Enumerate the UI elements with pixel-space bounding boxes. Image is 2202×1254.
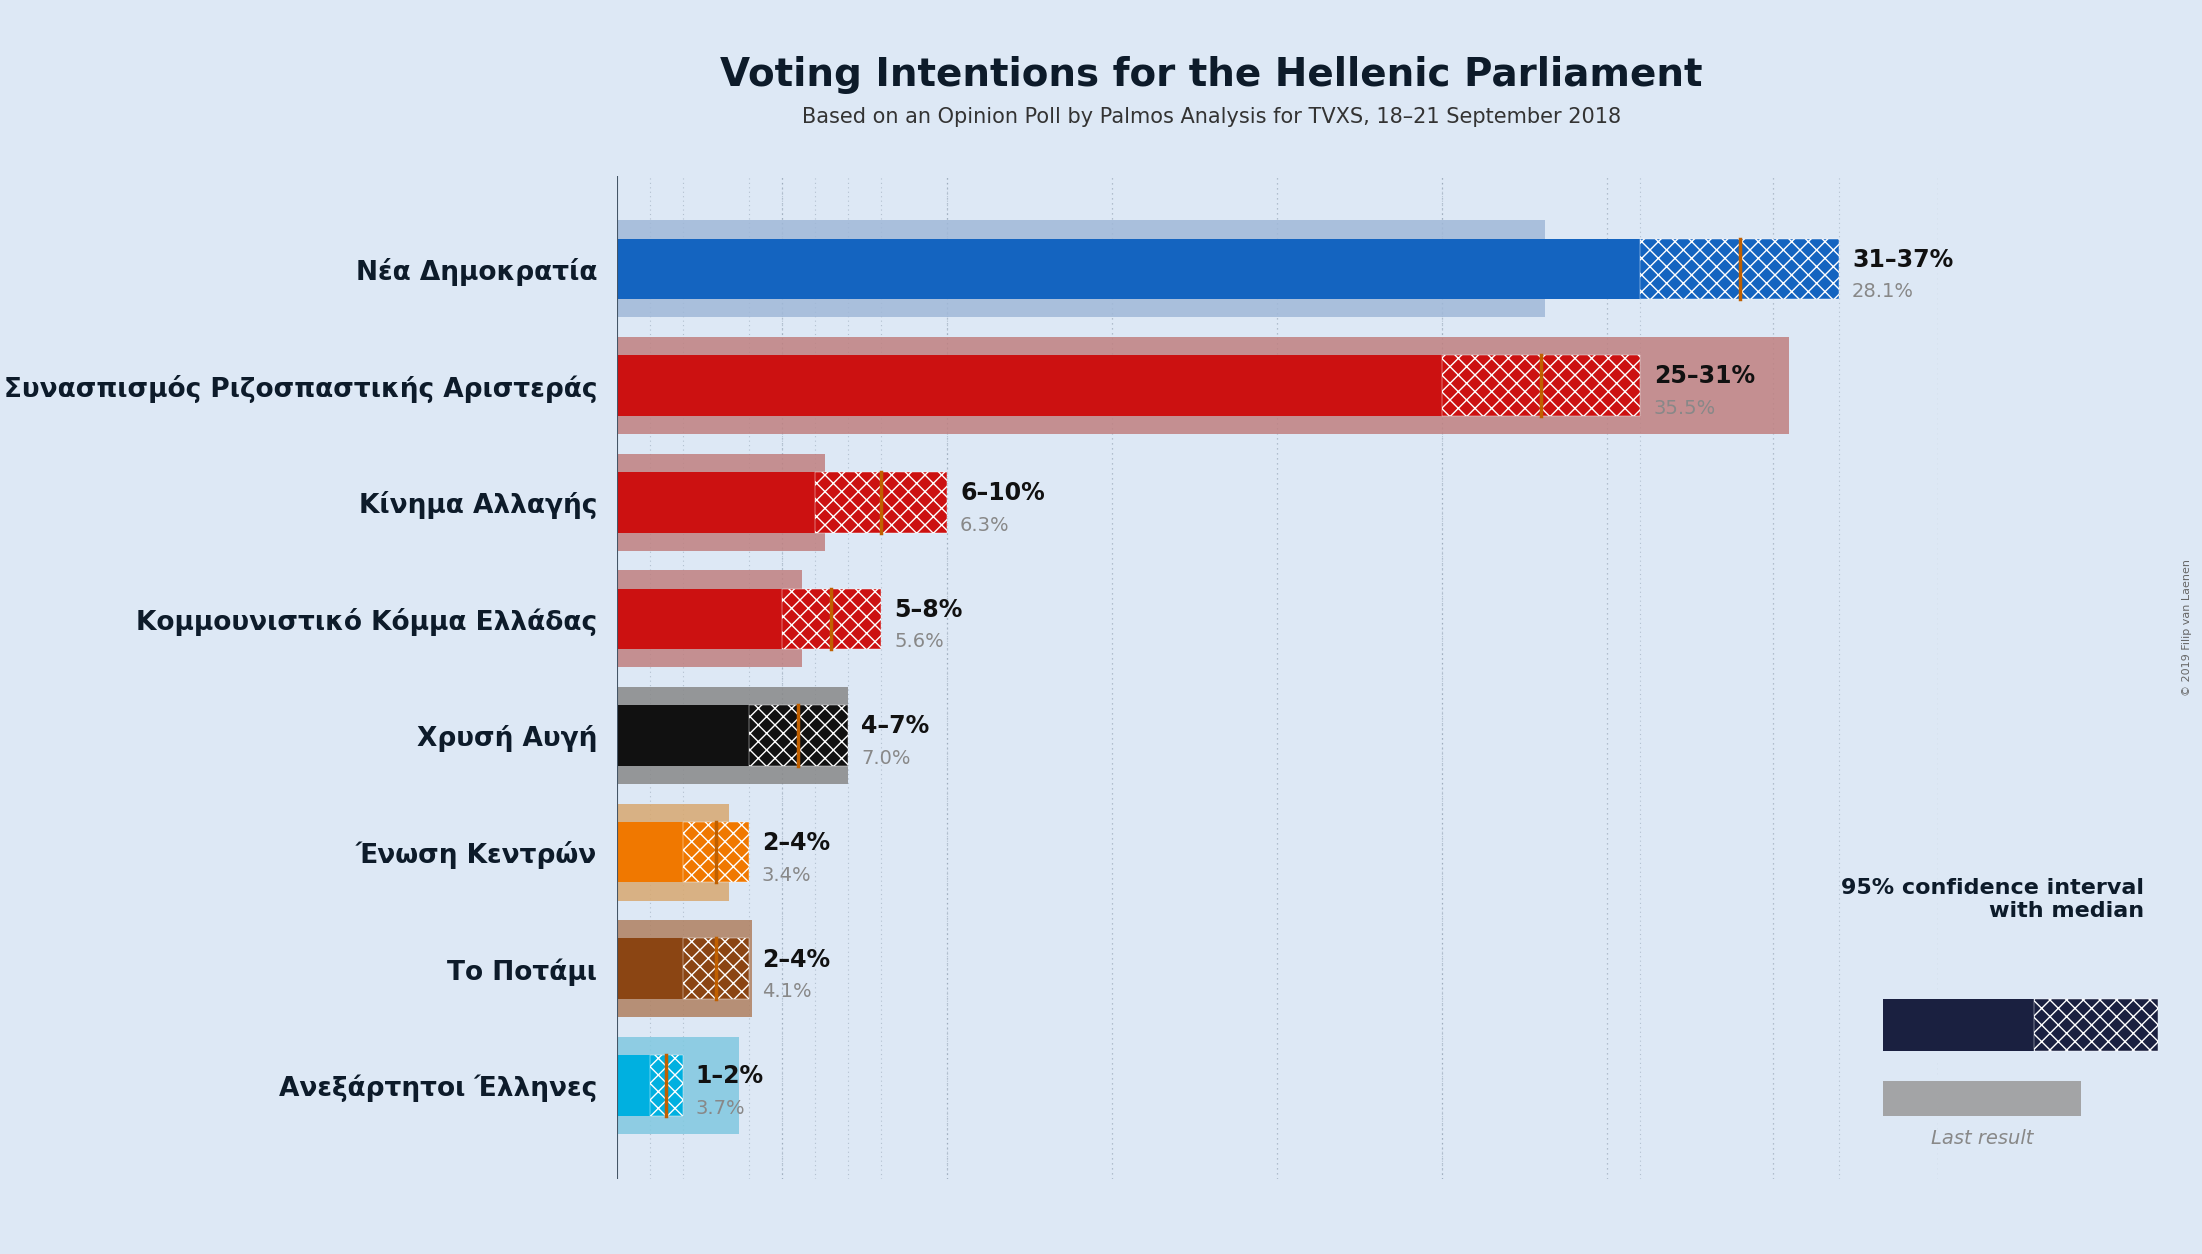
Bar	[683, 821, 749, 883]
Bar	[617, 821, 683, 883]
Bar	[683, 938, 749, 999]
Bar	[617, 1037, 740, 1134]
Text: 3.7%: 3.7%	[696, 1099, 746, 1119]
Text: 6–10%: 6–10%	[960, 482, 1044, 505]
Bar	[617, 920, 753, 1017]
Bar	[1442, 355, 1640, 416]
Bar	[815, 472, 947, 533]
Text: © 2019 Filip van Laenen: © 2019 Filip van Laenen	[2182, 558, 2191, 696]
Text: 4–7%: 4–7%	[861, 715, 929, 739]
Bar	[617, 588, 782, 650]
Bar	[617, 472, 815, 533]
Bar	[1883, 999, 2035, 1051]
Bar	[2035, 999, 2158, 1051]
Text: 2–4%: 2–4%	[762, 831, 830, 855]
Text: 1–2%: 1–2%	[696, 1065, 764, 1088]
Text: 3.4%: 3.4%	[762, 865, 813, 884]
Text: 5.6%: 5.6%	[894, 632, 945, 651]
Bar	[617, 1055, 650, 1116]
Bar	[617, 804, 729, 900]
Text: 5–8%: 5–8%	[894, 598, 962, 622]
Bar	[617, 238, 1640, 300]
Text: 28.1%: 28.1%	[1852, 282, 1914, 301]
Bar	[617, 571, 802, 667]
Text: 31–37%: 31–37%	[1852, 248, 1953, 272]
Bar	[650, 1055, 683, 1116]
Bar	[617, 355, 1442, 416]
Bar	[1883, 1081, 2081, 1116]
Text: 6.3%: 6.3%	[960, 515, 1011, 534]
Bar	[617, 687, 848, 784]
Text: Voting Intentions for the Hellenic Parliament: Voting Intentions for the Hellenic Parli…	[720, 56, 1702, 94]
Bar	[617, 938, 683, 999]
Bar	[617, 221, 1546, 317]
Bar	[617, 454, 824, 551]
Text: 95% confidence interval
with median: 95% confidence interval with median	[1841, 878, 2145, 920]
Text: 25–31%: 25–31%	[1654, 365, 1755, 389]
Bar	[749, 705, 848, 766]
Text: 4.1%: 4.1%	[762, 982, 813, 1002]
Text: 7.0%: 7.0%	[861, 749, 909, 767]
Bar	[617, 337, 1788, 434]
Text: 2–4%: 2–4%	[762, 948, 830, 972]
Text: 35.5%: 35.5%	[1654, 399, 1715, 418]
Bar	[617, 705, 749, 766]
Bar	[782, 588, 881, 650]
Text: Last result: Last result	[1931, 1129, 2032, 1147]
Text: Based on an Opinion Poll by Palmos Analysis for TVXS, 18–21 September 2018: Based on an Opinion Poll by Palmos Analy…	[802, 107, 1621, 127]
Bar	[1640, 238, 1839, 300]
